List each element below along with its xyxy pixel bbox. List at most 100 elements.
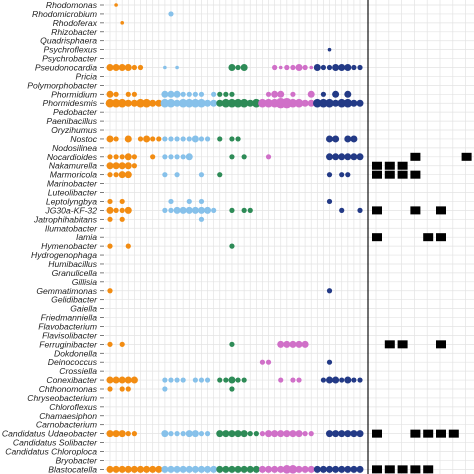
abundance-bubble [216,99,224,107]
abundance-bubble [319,98,328,108]
abundance-bubble [319,465,327,473]
abundance-bubble [228,465,236,473]
abundance-bubble [277,430,285,438]
presence-square [423,465,434,474]
abundance-bubble [192,91,198,97]
abundance-bubble [309,65,314,70]
abundance-bubble [191,135,199,143]
presence-square [372,161,382,170]
abundance-bubble [112,430,120,438]
abundance-bubble [259,359,266,365]
abundance-bubble [283,430,291,438]
abundance-bubble [106,162,114,170]
abundance-bubble [277,465,285,473]
abundance-bubble [119,198,125,205]
abundance-bubble [326,198,333,205]
abundance-bubble [186,91,192,97]
abundance-bubble [180,154,186,160]
abundance-bubble [289,340,297,348]
abundance-bubble [216,465,224,473]
abundance-bubble [229,386,235,392]
abundance-bubble [180,377,186,383]
abundance-bubble [356,465,364,473]
genus-label: Luteolibacter [48,188,98,198]
abundance-bubble [107,288,113,294]
abundance-bubble [106,64,114,72]
abundance-bubble [136,98,145,108]
abundance-bubble [216,430,224,438]
presence-square [410,170,421,179]
abundance-bubble [180,136,186,142]
genus-label: Gemmatimonas [36,286,97,296]
abundance-bubble [124,99,132,107]
genus-label: Flavisolibacter [42,330,98,340]
abundance-bubble [338,465,346,473]
abundance-bubble [326,430,334,438]
abundance-bubble [155,465,163,473]
abundance-bubble [265,359,272,365]
genus-label: Marmoricola [50,170,97,180]
abundance-bubble [351,377,357,383]
abundance-bubble [204,377,211,383]
abundance-bubble [150,154,156,160]
abundance-bubble [105,98,115,108]
abundance-bubble [119,216,125,222]
genus-label: JG30a-KF-32 [44,205,97,215]
presence-square [372,170,382,179]
genus-label: Granulicella [52,268,98,278]
abundance-bubble [118,465,126,473]
abundance-bubble [198,216,205,222]
abundance-bubble [191,98,200,108]
abundance-bubble [252,98,261,108]
abundance-bubble [327,47,332,52]
presence-square [372,429,382,438]
abundance-bubble [174,172,180,178]
abundance-bubble [338,430,346,438]
abundance-bubble [337,98,347,108]
abundance-bubble [241,377,247,383]
presence-square [384,465,395,474]
abundance-bubble [107,154,113,160]
abundance-bubble [204,431,211,437]
abundance-bubble [162,172,168,178]
abundance-bubble [106,430,114,438]
abundance-bubble [204,465,212,473]
abundance-bubble [191,206,199,214]
presence-square [423,429,434,438]
abundance-bubble [326,153,334,161]
abundance-bubble [278,377,284,383]
abundance-bubble [339,172,345,178]
presence-square [372,206,382,215]
abundance-bubble [162,136,168,142]
abundance-bubble [344,430,352,438]
abundance-bubble [113,172,119,178]
abundance-bubble [173,99,181,107]
abundance-bubble [289,430,297,438]
abundance-bubble [168,136,174,142]
abundance-bubble [137,64,144,71]
genus-label: Rhizobacter [51,27,98,37]
abundance-bubble [344,153,352,161]
genus-label: Phormidesmis [43,98,98,108]
abundance-bubble [350,135,358,143]
presence-square [372,465,382,474]
abundance-bubble [326,288,333,294]
presence-square [436,233,446,242]
abundance-bubble [124,64,132,72]
abundance-bubble [107,216,113,222]
abundance-bubble [204,99,212,107]
abundance-bubble [166,98,176,108]
genus-label: Chthonomonas [39,384,98,394]
abundance-bubble [192,377,198,383]
abundance-bubble [131,431,137,437]
abundance-bubble [332,376,340,384]
abundance-bubble [265,91,272,97]
abundance-bubble [131,163,137,169]
abundance-bubble [295,64,303,72]
abundance-bubble [332,153,340,161]
abundance-bubble [241,207,247,213]
abundance-bubble [221,98,231,108]
abundance-bubble [149,465,157,473]
abundance-bubble [356,99,364,107]
